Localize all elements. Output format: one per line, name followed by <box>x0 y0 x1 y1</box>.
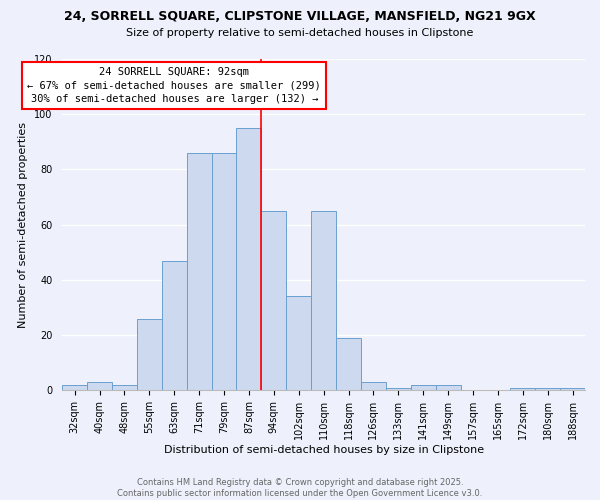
Bar <box>560 388 585 390</box>
Bar <box>187 153 212 390</box>
Bar <box>511 388 535 390</box>
Bar <box>336 338 361 390</box>
Bar <box>386 388 411 390</box>
Bar <box>262 211 286 390</box>
Bar <box>361 382 386 390</box>
Bar <box>112 385 137 390</box>
Bar <box>137 318 162 390</box>
Text: Contains HM Land Registry data © Crown copyright and database right 2025.
Contai: Contains HM Land Registry data © Crown c… <box>118 478 482 498</box>
Bar <box>162 260 187 390</box>
Text: 24, SORRELL SQUARE, CLIPSTONE VILLAGE, MANSFIELD, NG21 9GX: 24, SORRELL SQUARE, CLIPSTONE VILLAGE, M… <box>64 10 536 23</box>
Bar <box>311 211 336 390</box>
Bar <box>535 388 560 390</box>
Bar <box>286 296 311 390</box>
Bar <box>436 385 461 390</box>
Bar <box>411 385 436 390</box>
Bar <box>236 128 262 390</box>
Text: 24 SORRELL SQUARE: 92sqm
← 67% of semi-detached houses are smaller (299)
30% of : 24 SORRELL SQUARE: 92sqm ← 67% of semi-d… <box>28 68 321 104</box>
Text: Size of property relative to semi-detached houses in Clipstone: Size of property relative to semi-detach… <box>127 28 473 38</box>
Bar <box>62 385 87 390</box>
Bar <box>87 382 112 390</box>
Y-axis label: Number of semi-detached properties: Number of semi-detached properties <box>19 122 28 328</box>
Bar <box>212 153 236 390</box>
X-axis label: Distribution of semi-detached houses by size in Clipstone: Distribution of semi-detached houses by … <box>164 445 484 455</box>
